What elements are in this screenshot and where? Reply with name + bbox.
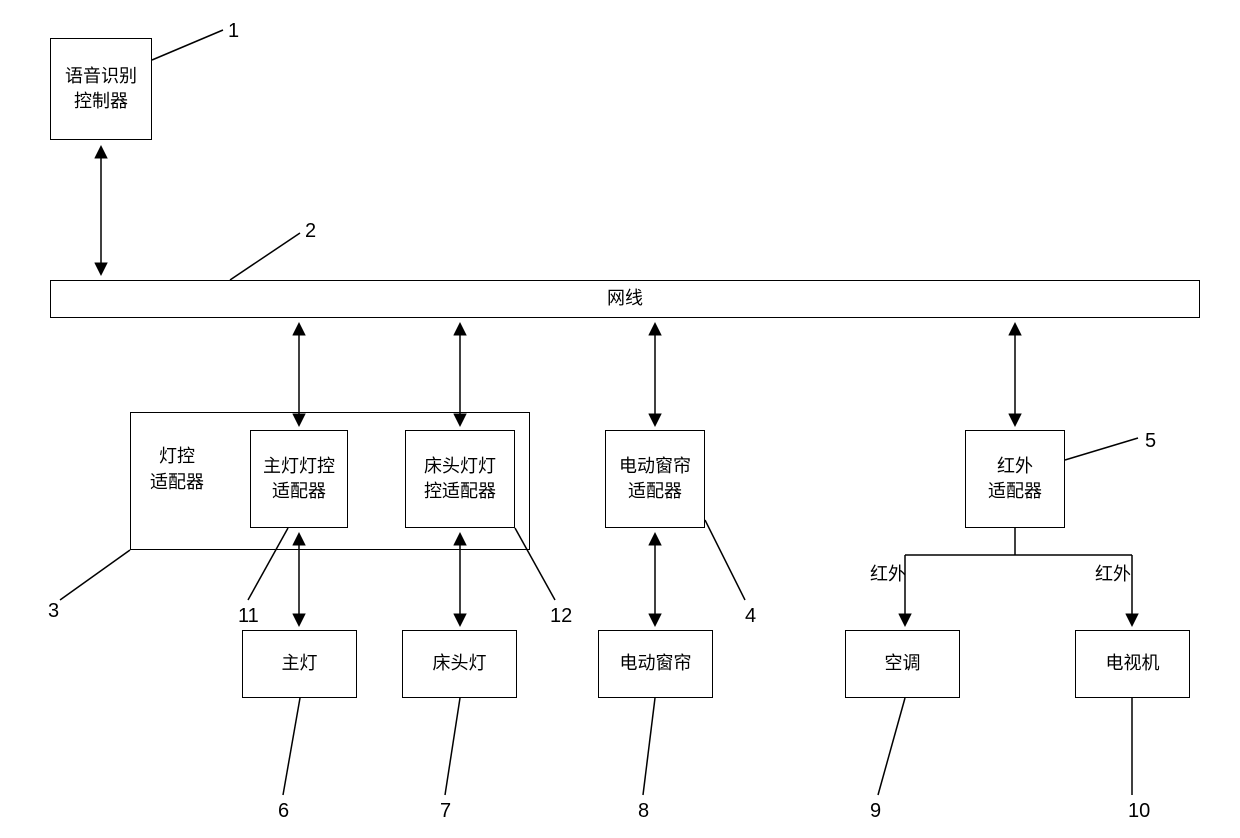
number-9: 9 bbox=[870, 800, 881, 823]
bed-light-box: 床头灯 bbox=[402, 630, 517, 698]
curtain-label: 电动窗帘 bbox=[620, 651, 692, 676]
number-3: 3 bbox=[48, 600, 59, 623]
ir-label-right: 红外 bbox=[1095, 560, 1131, 586]
curtain-adapter-label: 电动窗帘 适配器 bbox=[619, 454, 691, 504]
main-light-adapter-label: 主灯灯控 适配器 bbox=[263, 454, 335, 504]
number-10: 10 bbox=[1128, 800, 1150, 823]
bed-light-adapter-label: 床头灯灯 控适配器 bbox=[424, 454, 496, 504]
voice-controller-label: 语音识别 控制器 bbox=[65, 64, 137, 114]
curtain-box: 电动窗帘 bbox=[598, 630, 713, 698]
ac-label: 空调 bbox=[885, 651, 921, 676]
number-2: 2 bbox=[305, 220, 316, 243]
number-6: 6 bbox=[278, 800, 289, 823]
number-12: 12 bbox=[550, 605, 572, 628]
bus-label: 网线 bbox=[607, 286, 643, 311]
main-light-adapter-box: 主灯灯控 适配器 bbox=[250, 430, 348, 528]
number-4: 4 bbox=[745, 605, 756, 628]
number-7: 7 bbox=[440, 800, 451, 823]
number-1: 1 bbox=[228, 20, 239, 43]
bus-box: 网线 bbox=[50, 280, 1200, 318]
bed-light-adapter-box: 床头灯灯 控适配器 bbox=[405, 430, 515, 528]
tv-box: 电视机 bbox=[1075, 630, 1190, 698]
tv-label: 电视机 bbox=[1106, 651, 1160, 676]
number-11: 11 bbox=[238, 605, 259, 628]
ir-adapter-label: 红外 适配器 bbox=[988, 454, 1042, 504]
main-light-label: 主灯 bbox=[282, 651, 318, 676]
main-light-box: 主灯 bbox=[242, 630, 357, 698]
number-5: 5 bbox=[1145, 430, 1156, 453]
light-adapter-label: 灯控 适配器 bbox=[150, 442, 204, 494]
ac-box: 空调 bbox=[845, 630, 960, 698]
number-8: 8 bbox=[638, 800, 649, 823]
ir-adapter-box: 红外 适配器 bbox=[965, 430, 1065, 528]
ir-label-left: 红外 bbox=[870, 560, 906, 586]
voice-controller-box: 语音识别 控制器 bbox=[50, 38, 152, 140]
curtain-adapter-box: 电动窗帘 适配器 bbox=[605, 430, 705, 528]
bed-light-label: 床头灯 bbox=[433, 651, 487, 676]
